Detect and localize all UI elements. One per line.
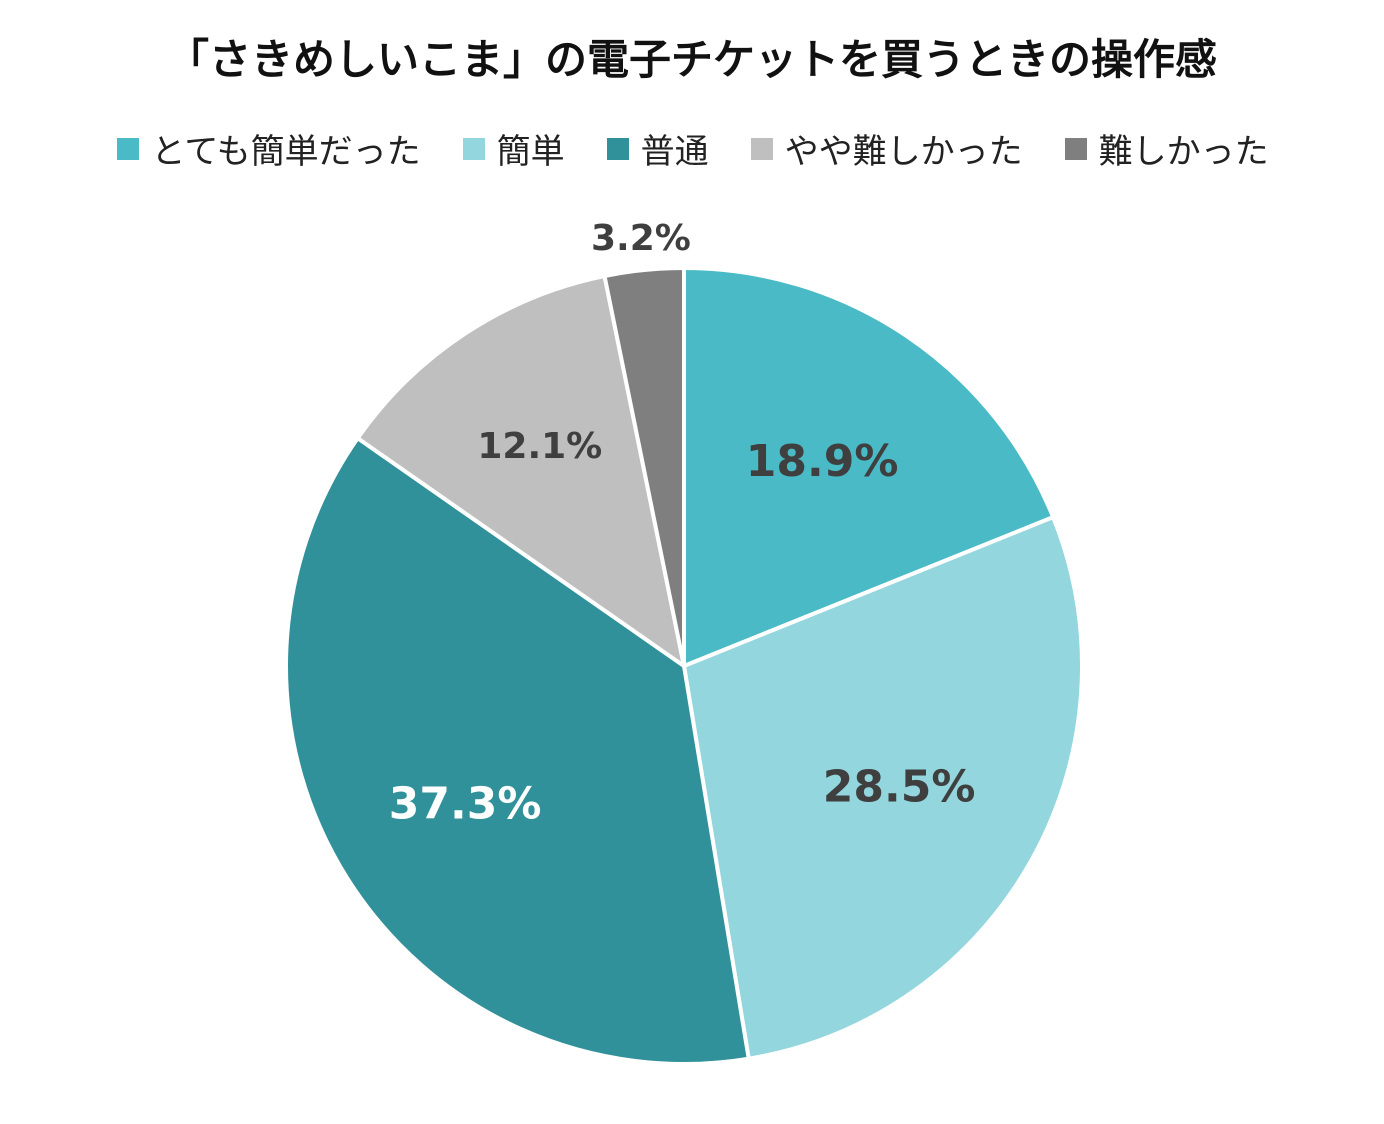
slice-difficult — [602, 266, 686, 668]
data-label: 12.1% — [477, 426, 602, 467]
legend-label: やや難しかった — [784, 132, 1023, 172]
chart-title: 「さきめしいこま」の電子チケットを買うときの操作感 — [166, 35, 1217, 84]
data-label: 3.2% — [591, 218, 691, 259]
slice-somewhat-difficult — [355, 274, 686, 668]
slice-very-easy — [682, 266, 1056, 668]
legend-swatch — [460, 135, 487, 162]
legend-item-somewhat-difficult: やや難しかった — [748, 124, 1023, 173]
legend-item-easy: 簡単 — [460, 124, 565, 173]
legend-label: 簡単 — [496, 132, 565, 172]
legend: とても簡単だった 簡単 普通 やや難しかった 難しかった — [0, 124, 1384, 173]
data-label: 28.5% — [823, 761, 976, 812]
slice-normal — [284, 436, 751, 1066]
legend-swatch — [604, 135, 631, 162]
legend-swatch — [1062, 135, 1089, 162]
legend-swatch — [748, 135, 775, 162]
legend-label: 普通 — [640, 132, 709, 172]
slice-easy — [682, 515, 1084, 1061]
legend-swatch — [115, 135, 142, 162]
legend-item-difficult: 難しかった — [1062, 124, 1269, 173]
legend-label: 難しかった — [1098, 132, 1269, 172]
data-label: 37.3% — [389, 778, 542, 829]
legend-item-normal: 普通 — [604, 124, 709, 173]
legend-label: とても簡単だった — [151, 132, 421, 172]
legend-item-very-easy: とても簡単だった — [115, 124, 421, 173]
data-label: 18.9% — [746, 436, 899, 487]
